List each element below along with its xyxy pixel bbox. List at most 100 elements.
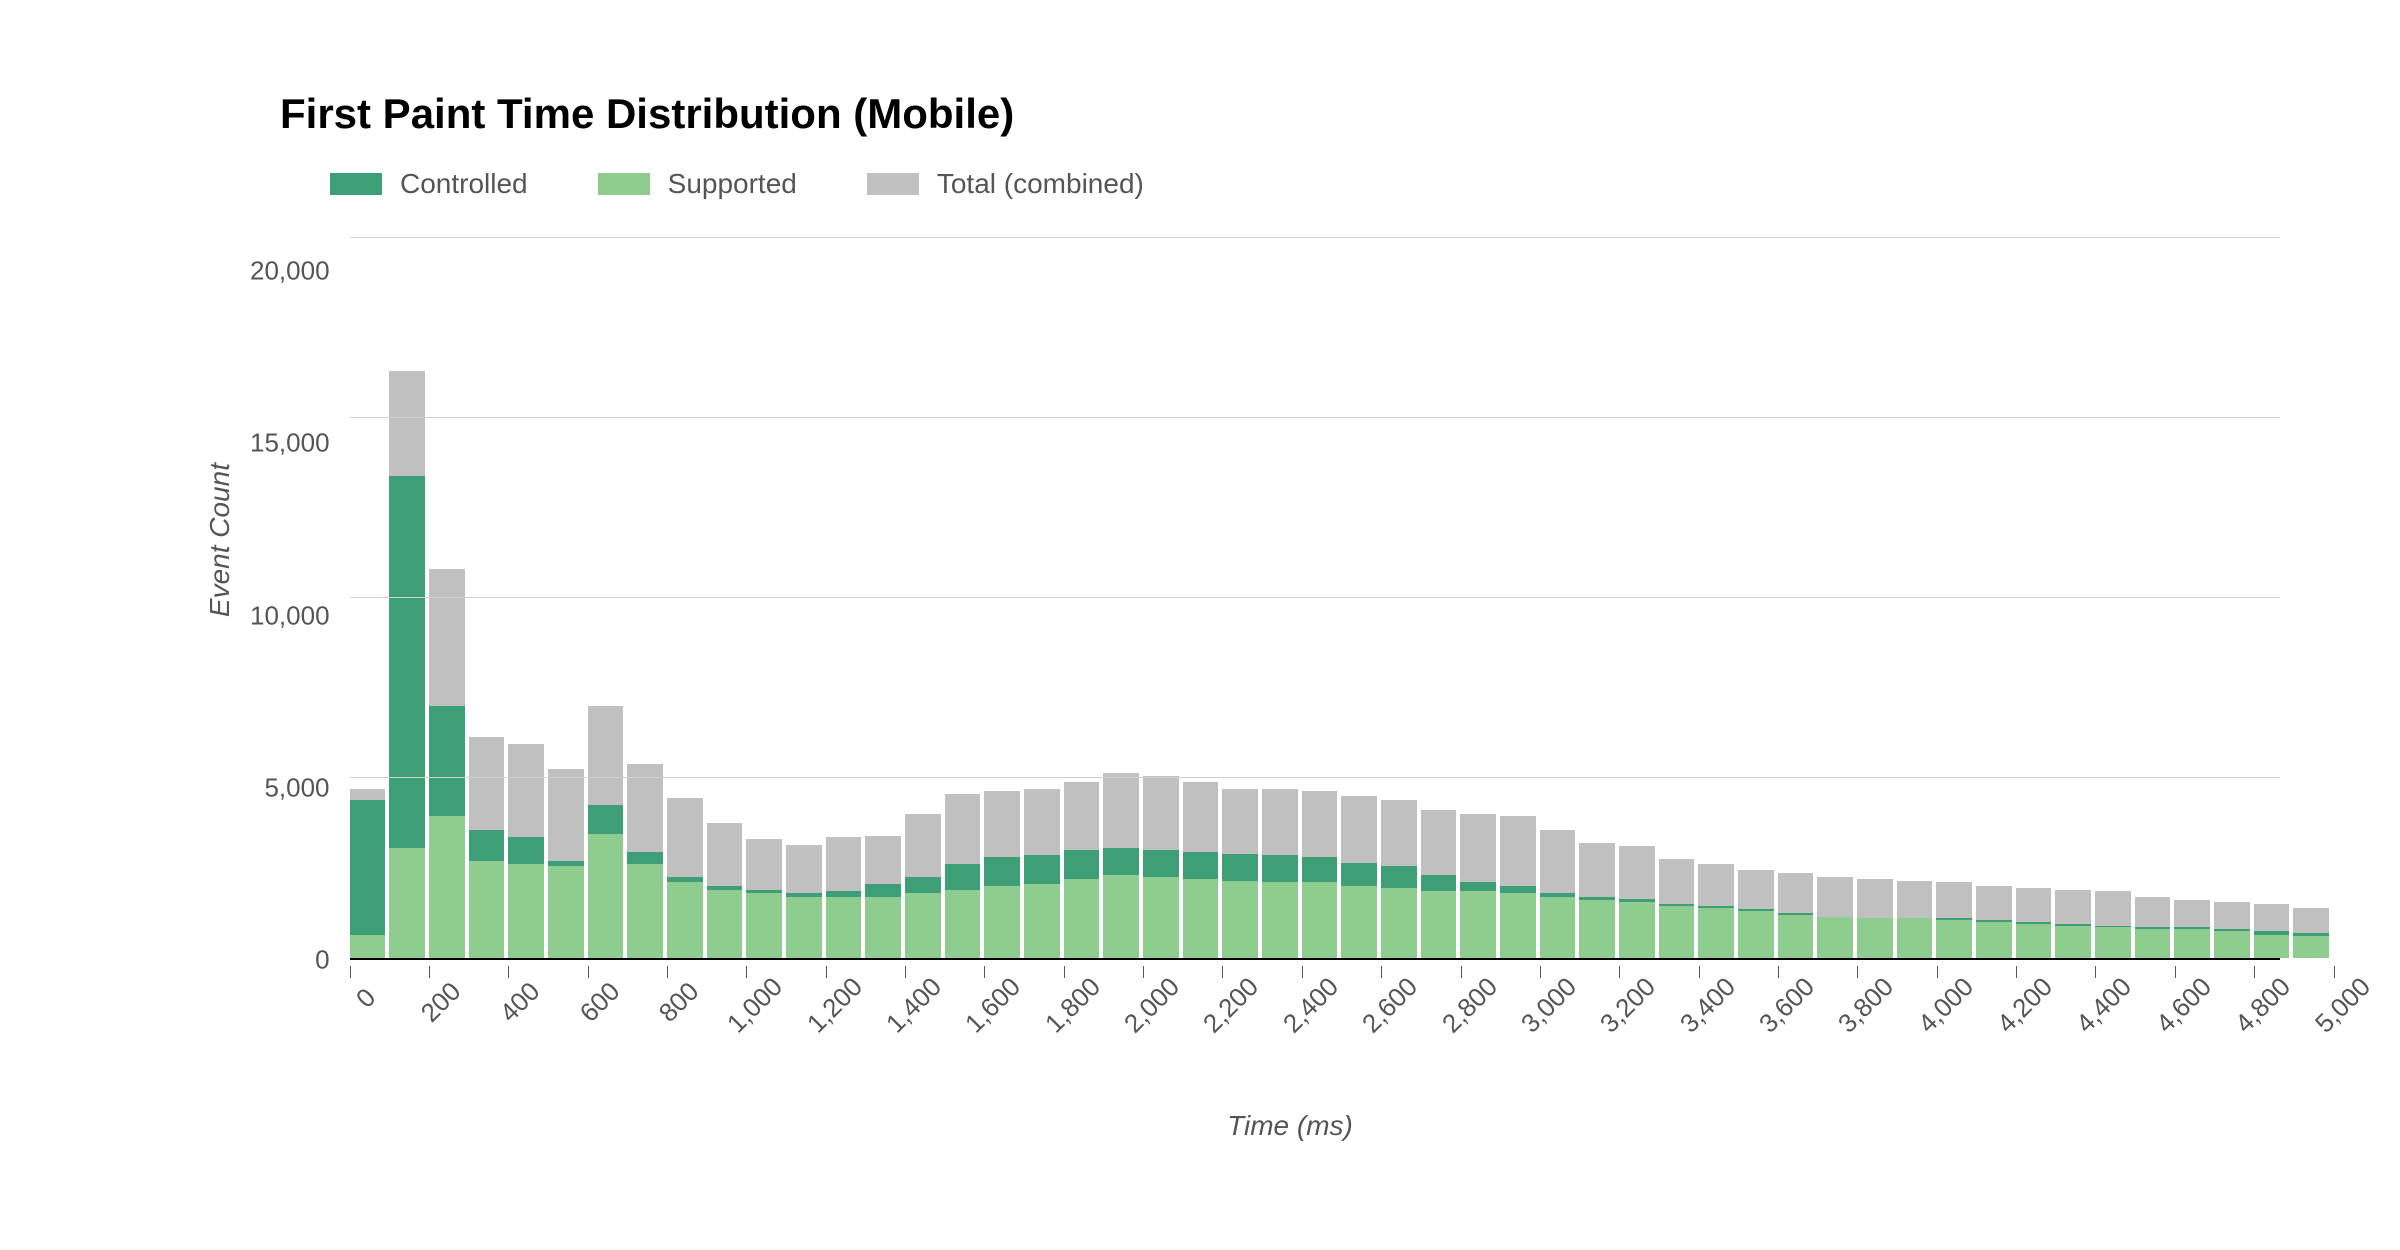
x-tick	[2095, 966, 2096, 978]
y-tick-label: 15,000	[250, 428, 330, 459]
histogram-bar	[627, 764, 663, 958]
x-tick	[1461, 966, 1462, 978]
histogram-bar	[2016, 888, 2052, 958]
x-tick	[1381, 966, 1382, 978]
histogram-bar	[588, 706, 624, 958]
x-tick-label: 1,000	[721, 971, 789, 1039]
histogram-bar	[2095, 891, 2131, 958]
legend-swatch	[598, 173, 650, 195]
bar-segment-supported	[1857, 918, 1893, 958]
histogram-bar	[865, 836, 901, 958]
legend-item-controlled: Controlled	[330, 168, 528, 200]
chart-container: First Paint Time Distribution (Mobile) C…	[0, 0, 2400, 1250]
bar-segment-supported	[1659, 906, 1695, 958]
gridline	[350, 777, 2280, 778]
histogram-bar	[1421, 810, 1457, 958]
histogram-bar	[2135, 897, 2171, 958]
bar-segment-supported	[667, 882, 703, 958]
bar-segment-supported	[1222, 881, 1258, 958]
histogram-bar	[1540, 830, 1576, 958]
bar-segment-supported	[1500, 893, 1536, 958]
histogram-bar	[1897, 881, 1933, 958]
histogram-bar	[469, 737, 505, 958]
legend: ControlledSupportedTotal (combined)	[330, 168, 2280, 200]
bar-segment-supported	[905, 893, 941, 958]
x-tick-label: 4,600	[2150, 971, 2218, 1039]
histogram-bar	[1024, 789, 1060, 958]
legend-item-supported: Supported	[598, 168, 797, 200]
plot-area: 02004006008001,0001,2001,4001,6001,8002,…	[350, 240, 2280, 960]
histogram-bar	[667, 798, 703, 958]
bar-segment-supported	[1421, 891, 1457, 958]
x-tick-label: 3,400	[1673, 971, 1741, 1039]
bar-segment-supported	[2254, 935, 2290, 958]
y-axis: 20,00015,00010,0005,0000	[250, 240, 350, 960]
bar-segment-supported	[469, 861, 505, 958]
bar-segment-supported	[746, 893, 782, 958]
x-tick	[1778, 966, 1779, 978]
y-tick-label: 10,000	[250, 600, 330, 631]
x-tick	[746, 966, 747, 978]
bar-segment-supported	[1897, 918, 1933, 958]
bar-segment-supported	[1579, 900, 1615, 958]
bar-segment-supported	[1778, 915, 1814, 958]
x-tick	[1302, 966, 1303, 978]
x-axis: 02004006008001,0001,2001,4001,6001,8002,…	[350, 958, 2280, 1048]
x-tick	[588, 966, 589, 978]
histogram-bar	[1262, 789, 1298, 958]
bar-segment-supported	[2214, 931, 2250, 958]
x-tick-label: 1,800	[1039, 971, 1107, 1039]
x-tick-label: 3,000	[1515, 971, 1583, 1039]
histogram-bar	[1857, 879, 1893, 958]
histogram-bar	[1738, 870, 1774, 958]
bar-segment-supported	[1619, 902, 1655, 958]
legend-label: Controlled	[400, 168, 528, 200]
x-tick	[984, 966, 985, 978]
x-tick	[1699, 966, 1700, 978]
histogram-bar	[945, 794, 981, 958]
bar-segment-supported	[627, 864, 663, 958]
histogram-bar	[548, 769, 584, 958]
chart-outer: Event Count 20,00015,00010,0005,0000 020…	[190, 240, 2280, 960]
bar-segment-supported	[707, 890, 743, 958]
x-tick-label: 4,200	[1991, 971, 2059, 1039]
histogram-bar	[1976, 886, 2012, 958]
x-tick-label: 2,600	[1356, 971, 1424, 1039]
x-tick	[2016, 966, 2017, 978]
histogram-bar	[786, 845, 822, 958]
bar-segment-supported	[1024, 884, 1060, 958]
x-tick-label: 5,000	[2308, 971, 2376, 1039]
x-tick	[2334, 966, 2335, 978]
x-tick-label: 4,400	[2070, 971, 2138, 1039]
bar-segment-supported	[588, 834, 624, 958]
histogram-bar	[1619, 846, 1655, 958]
x-tick	[1064, 966, 1065, 978]
legend-swatch	[867, 173, 919, 195]
x-tick-label: 4,000	[1912, 971, 1980, 1039]
histogram-bar	[1341, 796, 1377, 958]
bar-segment-supported	[1262, 882, 1298, 958]
histogram-bar	[1817, 877, 1853, 958]
bar-segment-supported	[1936, 920, 1972, 958]
x-tick-label: 400	[494, 976, 547, 1029]
x-tick	[1937, 966, 1938, 978]
histogram-bar	[1778, 873, 1814, 958]
histogram-bar	[905, 814, 941, 958]
bar-segment-supported	[1698, 908, 1734, 958]
bar-segment-supported	[984, 886, 1020, 958]
histogram-bar	[1183, 782, 1219, 958]
y-axis-label: Event Count	[190, 463, 250, 617]
histogram-bar	[2254, 904, 2290, 958]
x-tick	[1540, 966, 1541, 978]
y-tick-label: 5,000	[264, 772, 329, 803]
histogram-bar	[1460, 814, 1496, 958]
gridline	[350, 417, 2280, 418]
histogram-bar	[826, 837, 862, 958]
x-tick-label: 200	[414, 976, 467, 1029]
legend-label: Supported	[668, 168, 797, 200]
x-tick	[1857, 966, 1858, 978]
histogram-bar	[429, 569, 465, 958]
x-tick-label: 4,800	[2229, 971, 2297, 1039]
bar-segment-supported	[1064, 879, 1100, 958]
x-tick-label: 2,800	[1435, 971, 1503, 1039]
